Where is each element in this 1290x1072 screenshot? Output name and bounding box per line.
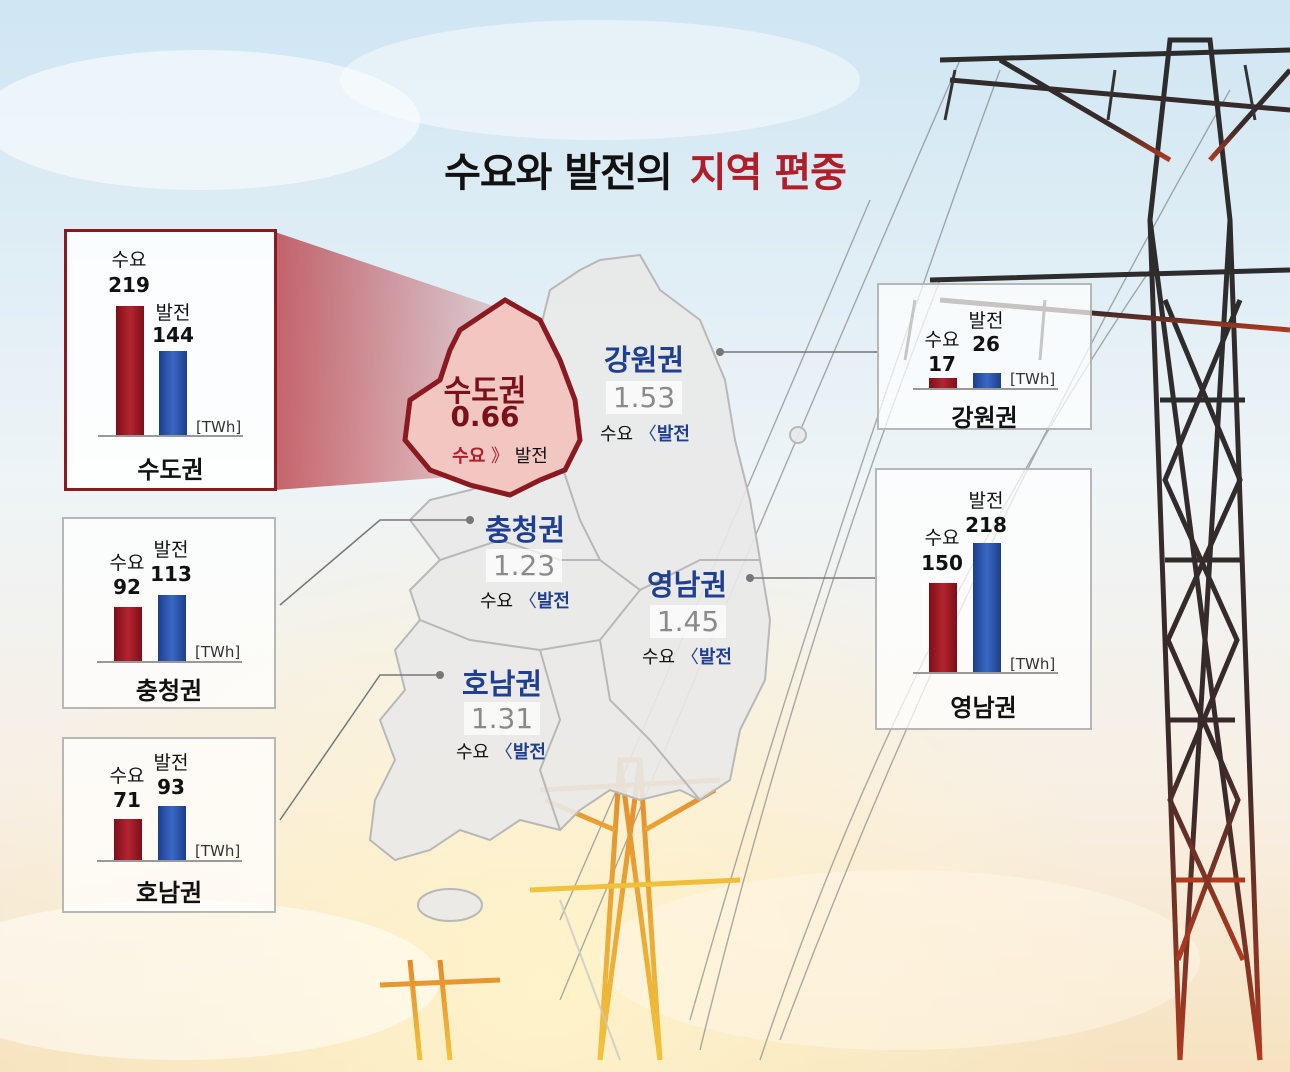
compare-demand-sudogwon: 수요: [452, 446, 486, 467]
unit-honam: [TWh]: [195, 842, 241, 860]
map-ratio-yeongnam: 1.45: [650, 605, 726, 638]
baseline-gangwon: [913, 388, 1058, 390]
gen-value-honam: 93: [157, 775, 185, 799]
demand-value-honam: 71: [113, 788, 141, 812]
compare-gen-honam: 발전: [512, 742, 546, 763]
compare-sign-chungcheong: 〈: [518, 591, 537, 612]
gen-value-sudogwon: 144: [152, 323, 194, 347]
map-ratio-gangwon: 1.53: [606, 381, 682, 414]
bar-gen-sudogwon: [159, 351, 187, 436]
bar-gen-honam: [158, 806, 186, 861]
baseline-chungcheong: [97, 661, 242, 663]
panel-gangwon: [877, 283, 1092, 430]
panel-name-yeongnam: 영남권: [950, 694, 1017, 722]
compare-gen-sudogwon: 발전: [514, 446, 548, 467]
demand-label-gangwon: 수요: [924, 329, 960, 351]
demand-label-sudogwon: 수요: [111, 249, 147, 271]
gen-label-honam: 발전: [153, 752, 189, 774]
chart-title: 수요와 발전의 지역 편중: [0, 140, 1290, 198]
map-name-chungcheong: 충청권: [484, 513, 566, 547]
demand-value-chungcheong: 92: [113, 575, 141, 599]
compare-gen-chungcheong: 발전: [536, 591, 570, 612]
title-part-2: 지역 편중: [689, 150, 847, 196]
panel-name-sudogwon: 수도권: [137, 456, 204, 484]
map-compare-yeongnam: 수요 〈발전: [622, 643, 752, 669]
bar-demand-gangwon: [929, 378, 957, 388]
map-ratio-honam: 1.31: [464, 702, 540, 735]
gen-label-chungcheong: 발전: [153, 539, 189, 561]
map-compare-honam: 수요 〈발전: [436, 738, 566, 764]
bar-demand-sudogwon: [116, 306, 144, 436]
panel-name-gangwon: 강원권: [951, 404, 1018, 432]
map-compare-gangwon: 수요 〈발전: [580, 420, 710, 446]
bar-gen-yeongnam: [973, 543, 1001, 672]
gen-label-gangwon: 발전: [968, 310, 1004, 332]
compare-gen-gangwon: 발전: [656, 424, 690, 445]
map-ratio-sudogwon: 0.66: [450, 400, 520, 433]
baseline-yeongnam: [913, 672, 1058, 674]
demand-label-honam: 수요: [109, 765, 145, 787]
panel-name-honam: 호남권: [135, 879, 203, 907]
unit-sudogwon: [TWh]: [196, 418, 242, 436]
compare-demand-honam: 수요: [456, 742, 490, 763]
map-name-gangwon: 강원권: [603, 343, 685, 377]
compare-demand-gangwon: 수요: [600, 424, 634, 445]
baseline-sudogwon: [98, 435, 243, 437]
map-name-honam: 호남권: [461, 667, 543, 701]
map-name-sudogwon: 수도권: [443, 374, 527, 409]
title-part-1: 수요와 발전의: [444, 150, 673, 196]
map-compare-chungcheong: 수요 〈발전: [460, 587, 590, 613]
demand-value-sudogwon: 219: [108, 273, 150, 297]
map-compare-sudogwon: 수요 》 발전: [420, 442, 580, 468]
compare-demand-chungcheong: 수요: [480, 591, 514, 612]
gen-value-yeongnam: 218: [965, 513, 1007, 537]
unit-chungcheong: [TWh]: [195, 643, 241, 661]
bar-demand-chungcheong: [114, 607, 142, 662]
compare-sign-honam: 〈: [494, 742, 513, 763]
bar-demand-honam: [114, 819, 142, 861]
demand-value-gangwon: 17: [928, 352, 956, 376]
compare-sign-sudogwon: 》: [491, 446, 509, 467]
baseline-honam: [97, 860, 242, 862]
unit-yeongnam: [TWh]: [1010, 655, 1056, 673]
gen-label-sudogwon: 발전: [155, 302, 191, 324]
bar-gen-gangwon: [973, 373, 1001, 388]
demand-label-chungcheong: 수요: [109, 552, 145, 574]
unit-gangwon: [TWh]: [1010, 370, 1056, 388]
gen-value-gangwon: 26: [972, 332, 1000, 356]
demand-value-yeongnam: 150: [921, 551, 963, 575]
demand-label-yeongnam: 수요: [924, 527, 960, 549]
gen-value-chungcheong: 113: [150, 562, 192, 586]
panel-name-chungcheong: 충청권: [135, 677, 203, 705]
gen-label-yeongnam: 발전: [968, 490, 1004, 512]
map-name-yeongnam: 영남권: [646, 568, 728, 602]
compare-sign-gangwon: 〈: [638, 424, 657, 445]
bar-gen-chungcheong: [158, 595, 186, 662]
map-ratio-chungcheong: 1.23: [486, 549, 562, 582]
compare-gen-yeongnam: 발전: [698, 647, 732, 668]
compare-demand-yeongnam: 수요: [642, 647, 676, 668]
compare-sign-yeongnam: 〈: [680, 647, 699, 668]
bar-demand-yeongnam: [929, 583, 957, 672]
